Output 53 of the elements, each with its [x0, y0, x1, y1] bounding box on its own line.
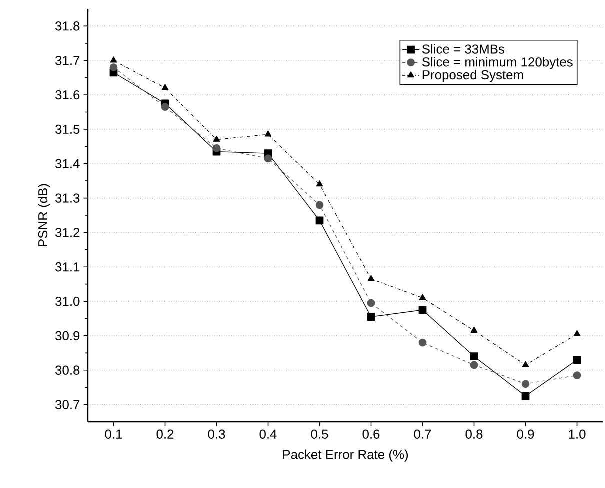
x-tick-label: 0.6	[362, 430, 380, 439]
point	[212, 144, 221, 152]
point	[522, 361, 530, 368]
x-tick-label: 0.3	[208, 430, 226, 439]
point	[418, 306, 427, 314]
x-tick-label: 0.7	[414, 430, 432, 439]
x-tick-label: 1.0	[569, 430, 586, 439]
point	[264, 154, 272, 163]
point	[316, 201, 324, 210]
point	[470, 361, 478, 370]
point	[367, 313, 376, 321]
y-tick-label: 31.6	[56, 90, 80, 100]
y-tick-label: 31.1	[56, 262, 80, 272]
point	[418, 338, 427, 347]
point	[161, 103, 170, 112]
y-tick-label: 30.9	[56, 331, 80, 341]
y-tick-label: 31.4	[56, 159, 80, 168]
x-tick-label: 0.1	[105, 430, 122, 439]
y-tick-label: 30.7	[56, 400, 80, 410]
x-tick-label: 0.4	[260, 430, 277, 439]
point	[162, 84, 169, 90]
point	[574, 330, 581, 336]
x-tick-label: 0.8	[466, 430, 483, 439]
point	[110, 64, 118, 72]
legend-label: Proposed System	[422, 70, 524, 82]
point	[368, 275, 375, 282]
x-tick-label: 0.9	[517, 430, 534, 439]
point	[419, 294, 426, 300]
point	[316, 216, 324, 225]
y-tick-label: 31.5	[56, 124, 80, 134]
point	[470, 326, 478, 333]
y-tick-label: 31.0	[56, 296, 80, 306]
point	[573, 356, 582, 364]
y-tick-label: 31.7	[56, 56, 80, 66]
y-tick-label: 30.8	[56, 366, 80, 375]
point	[316, 180, 324, 187]
legend-label: Slice = minimum 120bytes	[422, 57, 573, 70]
point	[522, 392, 530, 400]
y-tick-label: 31.3	[56, 194, 80, 203]
point	[110, 56, 118, 63]
y-tick-label: 31.8	[56, 22, 80, 31]
y-tick-label: 31.2	[56, 228, 80, 238]
legend-label: Slice = 33MBs	[422, 44, 505, 54]
point	[264, 130, 272, 137]
y-axis-title: PSNR (dB)	[38, 184, 50, 246]
point	[470, 352, 478, 361]
point	[367, 299, 376, 308]
point	[522, 380, 530, 388]
x-axis-title: Packet Error Rate (%)	[283, 450, 408, 462]
point	[213, 136, 220, 142]
x-tick-label: 0.2	[156, 430, 174, 439]
x-tick-label: 0.5	[311, 430, 328, 439]
point	[573, 372, 582, 380]
